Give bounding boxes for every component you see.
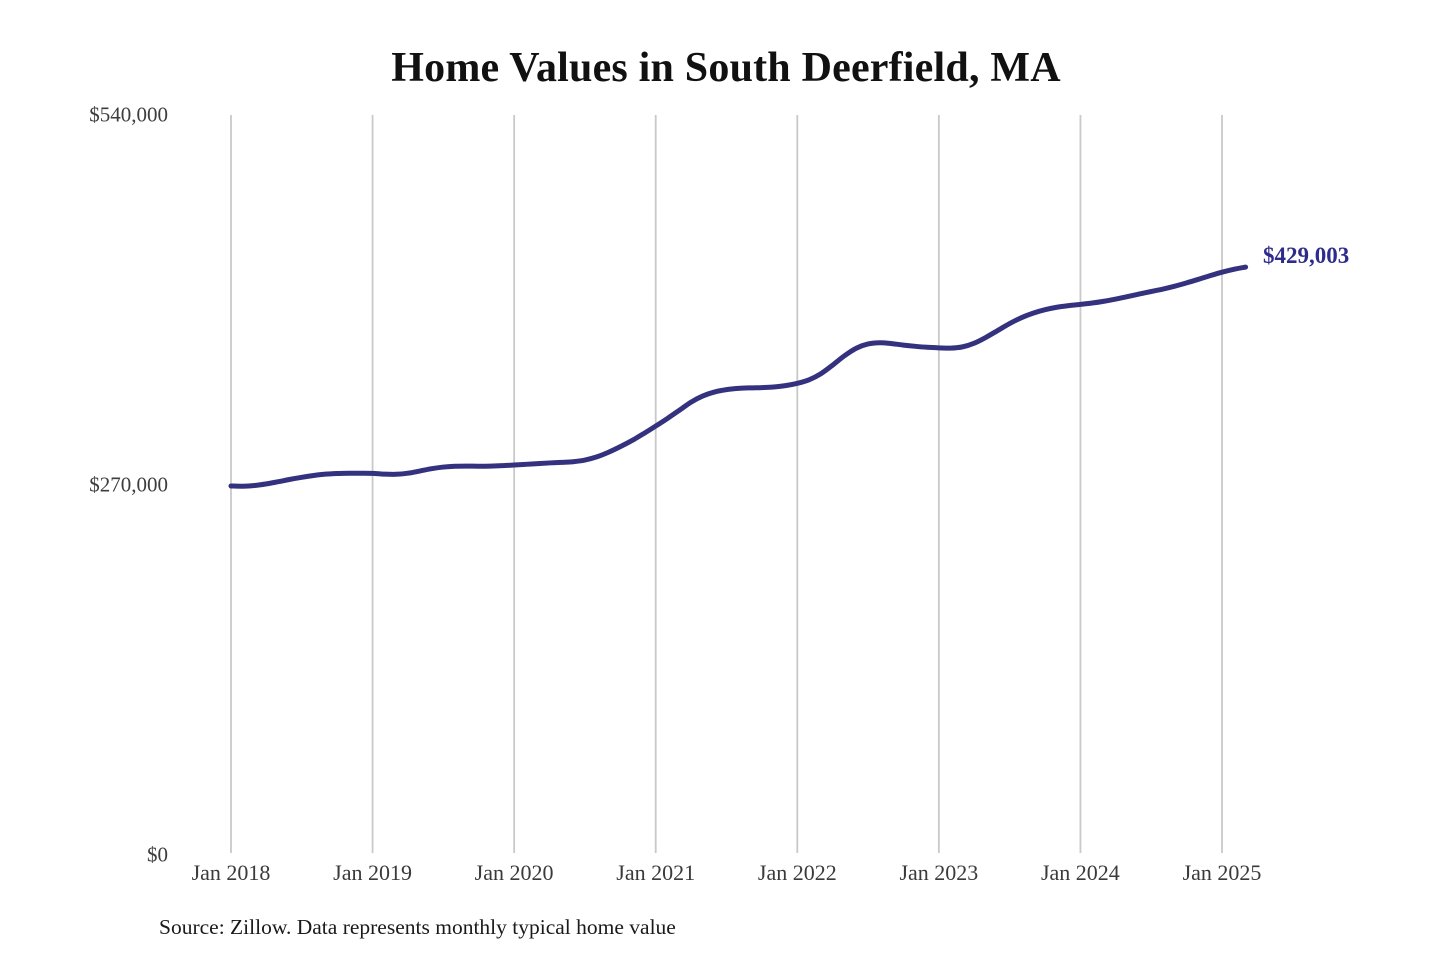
x-tick-label: Jan 2023 (899, 860, 979, 885)
x-tick-label: Jan 2024 (1040, 860, 1120, 885)
x-tick-label: Jan 2020 (474, 860, 554, 885)
gridlines (230, 115, 1223, 853)
x-tick-label: Jan 2025 (1182, 860, 1262, 885)
y-tick-label: $0 (147, 842, 168, 867)
y-tick-label: $540,000 (89, 102, 168, 127)
x-tick-label: Jan 2021 (616, 860, 696, 885)
end-value-label: $429,003 (1263, 243, 1350, 268)
source-note: Source: Zillow. Data represents monthly … (159, 915, 676, 939)
x-tick-label: Jan 2022 (757, 860, 837, 885)
x-tick-label: Jan 2018 (191, 860, 271, 885)
x-tick-label: Jan 2019 (333, 860, 413, 885)
home-value-line (228, 264, 1249, 489)
y-tick-label: $270,000 (89, 472, 168, 497)
chart-title: Home Values in South Deerfield, MA (391, 45, 1061, 91)
